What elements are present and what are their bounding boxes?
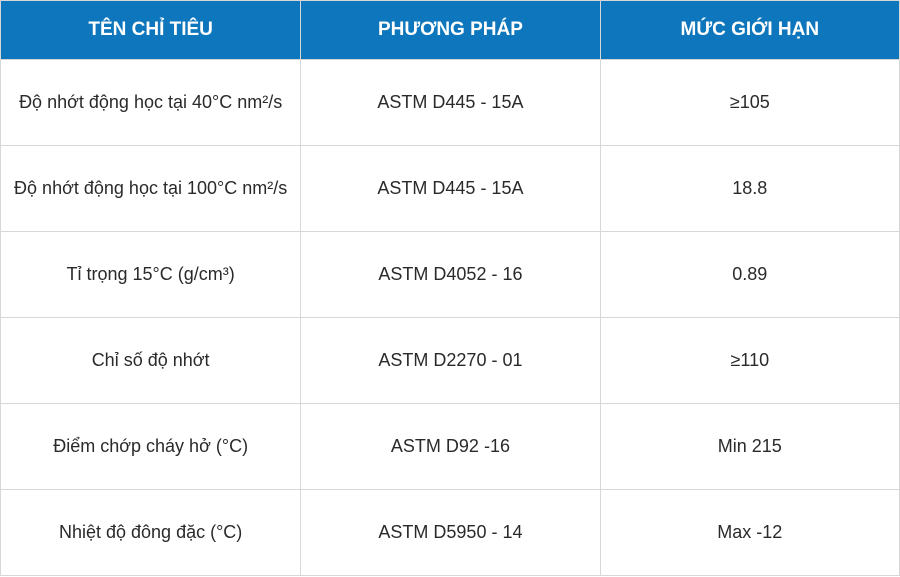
cell-limit: 18.8	[600, 146, 899, 232]
table-row: Nhiệt độ đông đặc (°C) ASTM D5950 - 14 M…	[1, 490, 900, 576]
cell-limit: ≥110	[600, 318, 899, 404]
header-method: PHƯƠNG PHÁP	[301, 1, 600, 60]
cell-name: Nhiệt độ đông đặc (°C)	[1, 490, 301, 576]
spec-table: TÊN CHỈ TIÊU PHƯƠNG PHÁP MỨC GIỚI HẠN Độ…	[0, 0, 900, 576]
cell-limit: Min 215	[600, 404, 899, 490]
cell-name: Độ nhớt động học tại 100°C nm²/s	[1, 146, 301, 232]
cell-name: Điểm chớp cháy hở (°C)	[1, 404, 301, 490]
header-limit: MỨC GIỚI HẠN	[600, 1, 899, 60]
cell-name: Độ nhớt động học tại 40°C nm²/s	[1, 60, 301, 146]
table-row: Điểm chớp cháy hở (°C) ASTM D92 -16 Min …	[1, 404, 900, 490]
cell-method: ASTM D445 - 15A	[301, 146, 600, 232]
cell-method: ASTM D445 - 15A	[301, 60, 600, 146]
cell-limit: 0.89	[600, 232, 899, 318]
cell-method: ASTM D5950 - 14	[301, 490, 600, 576]
cell-limit: Max -12	[600, 490, 899, 576]
header-row: TÊN CHỈ TIÊU PHƯƠNG PHÁP MỨC GIỚI HẠN	[1, 1, 900, 60]
cell-method: ASTM D92 -16	[301, 404, 600, 490]
cell-name: Tỉ trọng 15°C (g/cm³)	[1, 232, 301, 318]
table-row: Chỉ số độ nhớt ASTM D2270 - 01 ≥110	[1, 318, 900, 404]
table-row: Độ nhớt động học tại 100°C nm²/s ASTM D4…	[1, 146, 900, 232]
cell-method: ASTM D2270 - 01	[301, 318, 600, 404]
table-row: Độ nhớt động học tại 40°C nm²/s ASTM D44…	[1, 60, 900, 146]
cell-limit: ≥105	[600, 60, 899, 146]
header-name: TÊN CHỈ TIÊU	[1, 1, 301, 60]
cell-name: Chỉ số độ nhớt	[1, 318, 301, 404]
cell-method: ASTM D4052 - 16	[301, 232, 600, 318]
table-row: Tỉ trọng 15°C (g/cm³) ASTM D4052 - 16 0.…	[1, 232, 900, 318]
